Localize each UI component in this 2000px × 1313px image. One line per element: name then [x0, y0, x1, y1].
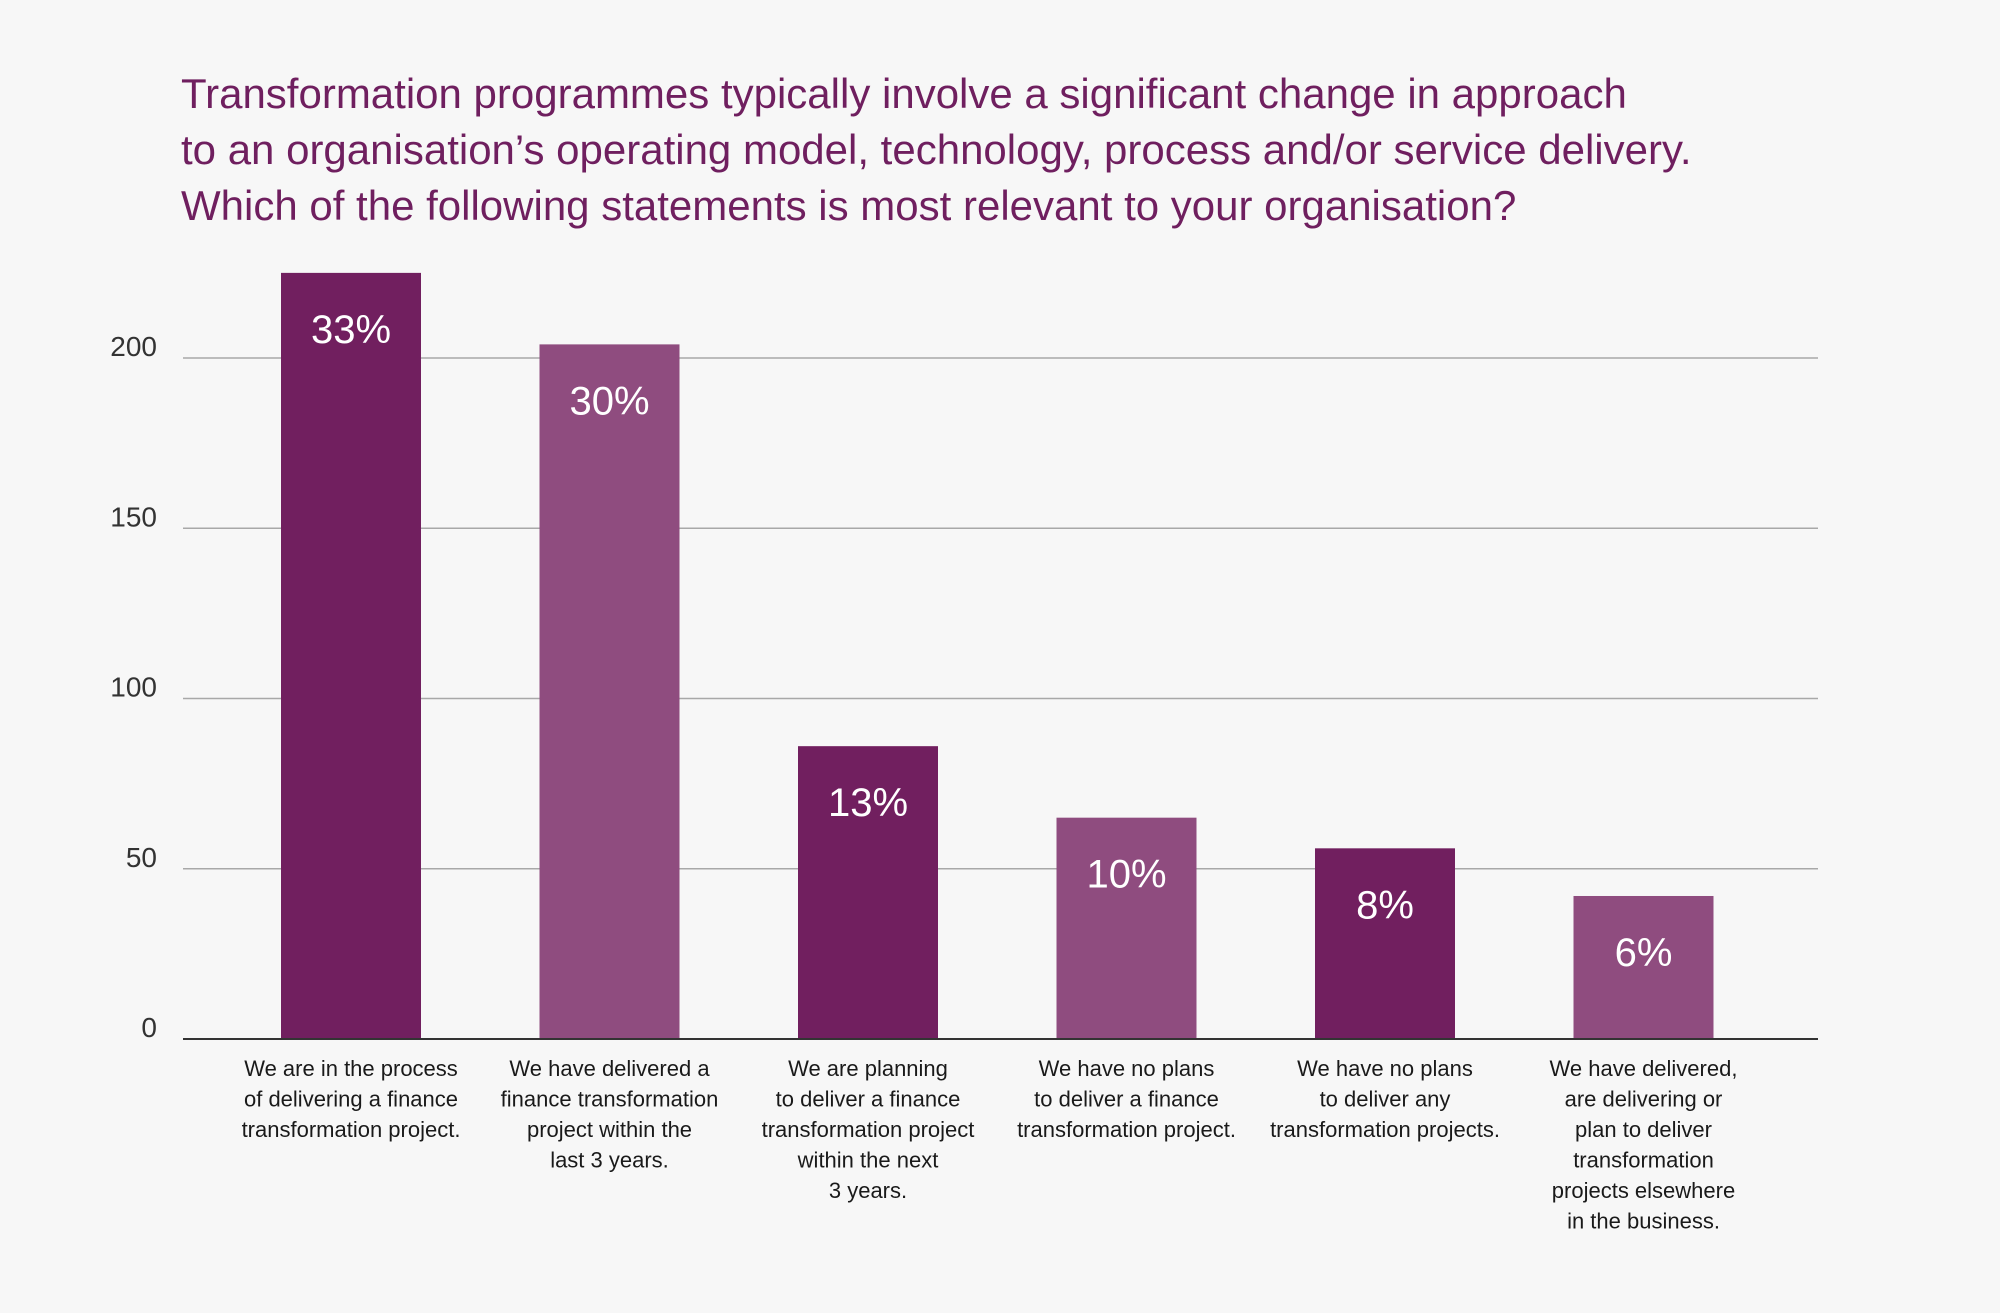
data-label: 33% [311, 308, 391, 352]
chart-title: Transformation programmes typically invo… [181, 66, 1901, 234]
y-tick-label: 150 [110, 501, 157, 532]
title-line-1: Transformation programmes typically invo… [181, 70, 1627, 117]
gridlines [183, 357, 1818, 870]
y-tick-label: 50 [126, 842, 157, 873]
bar [1315, 848, 1455, 1039]
category-label: We are planning to deliver a finance trans… [762, 1056, 975, 1203]
x-axis-categories: We are in the process of delivering a fin… [242, 1056, 1738, 1234]
bar [1573, 895, 1714, 1039]
category-label: We have no plans to deliver a finance tran… [1017, 1056, 1236, 1142]
data-label: 8% [1356, 883, 1414, 927]
bar [281, 272, 421, 1039]
category-label: We are in the process of delivering a fin… [242, 1056, 461, 1142]
category-label: We have delivered, are delivering or plan … [1550, 1056, 1738, 1234]
category-label: We have delivered a finance transformatio… [501, 1056, 719, 1173]
title-line-2: to an organisation’s operating model, te… [181, 126, 1692, 173]
bar [539, 344, 680, 1039]
bar [798, 746, 938, 1039]
bars [281, 272, 1714, 1039]
data-label: 6% [1615, 931, 1673, 975]
y-tick-label: 0 [141, 1012, 157, 1043]
data-label: 30% [569, 379, 649, 423]
data-label: 10% [1086, 853, 1166, 897]
data-label: 13% [828, 781, 908, 825]
y-tick-label: 200 [110, 331, 157, 362]
y-axis-ticks: 0 50 100 150 200 [110, 331, 157, 1043]
y-tick-label: 100 [110, 672, 157, 703]
bar [1056, 817, 1197, 1039]
data-labels: 33% 30% 13% 10% 8% 6% [311, 308, 1672, 975]
category-label: We have no plans to deliver any transforma… [1270, 1056, 1500, 1142]
title-line-3: Which of the following statements is mos… [181, 182, 1517, 229]
